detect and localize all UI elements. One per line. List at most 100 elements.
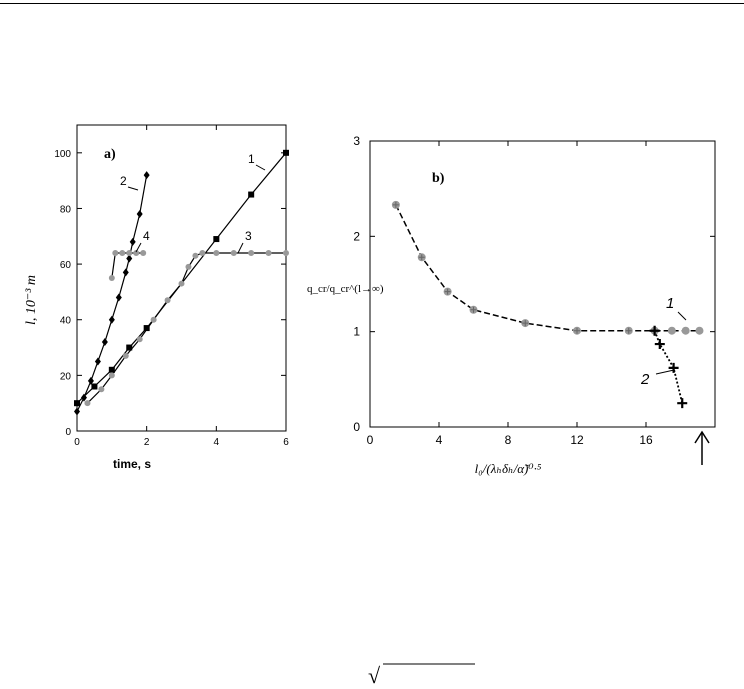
panel-b-xtick-label: 0 [367, 433, 374, 447]
panel-b-series-2-point [677, 398, 688, 409]
panel-b-xtick-label: 8 [505, 433, 512, 447]
panel-a-series-1-point [248, 191, 255, 198]
panel-b-series-dashed-point-cross [392, 201, 399, 208]
panel-a-series-3-point [283, 249, 289, 256]
panel-b-curve-2-label: 2 [640, 371, 650, 388]
panel-b-xlabel: l₀/(λₕδₕ/α̃)⁰·⁵ [475, 461, 542, 476]
panel-a-curve-3-leader [237, 242, 244, 254]
panel-a-series-1-point [283, 149, 289, 156]
panel-b-xtick-label: 4 [436, 433, 443, 447]
panel-a-series-2-point [108, 315, 115, 324]
panel-a-series-2-point [129, 237, 136, 246]
panel-b-series-2-point [668, 362, 679, 373]
panel-b-ytick-label: 2 [353, 229, 360, 243]
top-rule [0, 3, 744, 4]
panel-a-series-3-point [192, 252, 199, 259]
panel-a-series-3-point [230, 249, 237, 256]
panel-a-curve-1-leader [255, 164, 266, 171]
panel-b-xtick-label: 16 [639, 433, 653, 447]
panel-a-series-3-point [84, 400, 91, 407]
panel-a-series-3-point [265, 249, 272, 256]
panel-a-series-2-point [122, 268, 129, 277]
panel-a-ylabel: l, 10⁻³ m [24, 275, 39, 325]
panel-a-series-4-point [108, 275, 115, 281]
panel-a-series-3-point [98, 386, 105, 393]
panel-a-series-2-point [80, 393, 87, 402]
panel-a-curve-3-label: 3 [245, 229, 252, 243]
panel-a-series-3-point [164, 297, 171, 304]
panel-a-series-3-point [248, 249, 255, 256]
panel-a-series-3-point [185, 263, 192, 270]
panel-a-ytick-label: 60 [60, 260, 72, 271]
panel-a-series-2-point [87, 376, 94, 385]
panel-a-series-3-point [178, 280, 185, 287]
panel-a-ytick-label: 0 [65, 427, 71, 438]
panel-b-series-dashed-point-cross [522, 320, 529, 327]
panel-a-series-3-point [199, 249, 206, 256]
panel-a-series-2-point [136, 210, 143, 219]
panel-b-xtick-label: 12 [570, 433, 584, 447]
panel-a-series-2-point [101, 337, 108, 346]
up-arrow-icon [694, 430, 710, 465]
panel-a-series-3-point [213, 249, 220, 256]
panel-a-series-2-point [143, 171, 150, 180]
panel-b-lines [395, 204, 700, 404]
panel-a-series-1-point [108, 366, 115, 373]
panel-a-series-2-point [74, 407, 80, 416]
panel-b-series-dashed-line [395, 204, 655, 332]
panel-b-series-dashed-point-cross [418, 254, 425, 261]
panel-b-series-2-point [654, 339, 665, 350]
panel-b-marks [391, 200, 704, 409]
panel-a-xtick-label: 4 [214, 437, 220, 448]
panel-a-xtick-label: 6 [283, 437, 289, 448]
panel-a-curve-1-label: 1 [248, 152, 255, 166]
panel-a-series-3-line [87, 252, 286, 404]
panel-a-ytick-label: 100 [54, 149, 71, 160]
panel-a-curve-2-leader [127, 186, 139, 191]
panel-a-series-3-point [136, 336, 143, 343]
panel-b-ytick-label: 1 [353, 325, 360, 339]
panel-a-ytick-label: 40 [60, 316, 72, 327]
panel-a-series-1-point [91, 383, 98, 390]
panel-a-series-2-point [115, 293, 122, 302]
panel-a-series-2-line [76, 174, 148, 412]
panel-a-curve-4-leader [135, 242, 142, 253]
panel-a-series-3-point [150, 316, 157, 323]
panel-a-series-2-point [126, 254, 133, 263]
panel-b-label: b) [432, 171, 445, 186]
panel-a-ytick-label: 80 [60, 204, 72, 215]
panel-a-curve-4-label: 4 [143, 229, 150, 243]
panel-a-series-4-point [140, 249, 147, 256]
panel-b-ytick-label: 0 [353, 420, 360, 434]
panel-b-curve-1-leader [677, 311, 687, 321]
panel-a-series-4-point [119, 249, 126, 256]
panel-a-series-3-point [108, 372, 115, 379]
panel-b-curve-1-label: 1 [666, 295, 674, 312]
panel-a-ytick-label: 20 [60, 371, 72, 382]
panel-b-ytick-label: 3 [353, 134, 360, 148]
panel-b-series-1-point [667, 326, 676, 335]
sqrt-symbol: √ [368, 663, 381, 688]
panel-b-series-1-point [681, 326, 690, 335]
panel-a-series-1-line [76, 152, 287, 404]
panel-a-frame [76, 124, 287, 432]
panel-a-series-3-point [122, 352, 129, 359]
panel-b-series-2-line [653, 330, 684, 404]
panel-a-series-1-point [74, 400, 80, 407]
panel-a-series-1-point [143, 325, 150, 332]
panel-b-frame [369, 140, 716, 428]
panel-a-xtick-label: 0 [74, 437, 80, 448]
panel-b-series-2-point [649, 325, 660, 336]
panel-b-series-1-point [695, 326, 704, 335]
panel-b-series-dashed-point-cross [625, 327, 632, 334]
panel-a-curve-2-label: 2 [120, 174, 127, 188]
panel-a-xtick-label: 2 [144, 437, 150, 448]
panel-a-series-1-point [213, 236, 220, 243]
panel-a-series-1-point [126, 344, 133, 351]
panel-b-curve-2-leader [655, 369, 675, 375]
panel-a-series-2-point [94, 357, 101, 366]
panel-b-series-dashed-point-cross [574, 327, 580, 334]
panel-a-series-4-point [133, 249, 140, 256]
